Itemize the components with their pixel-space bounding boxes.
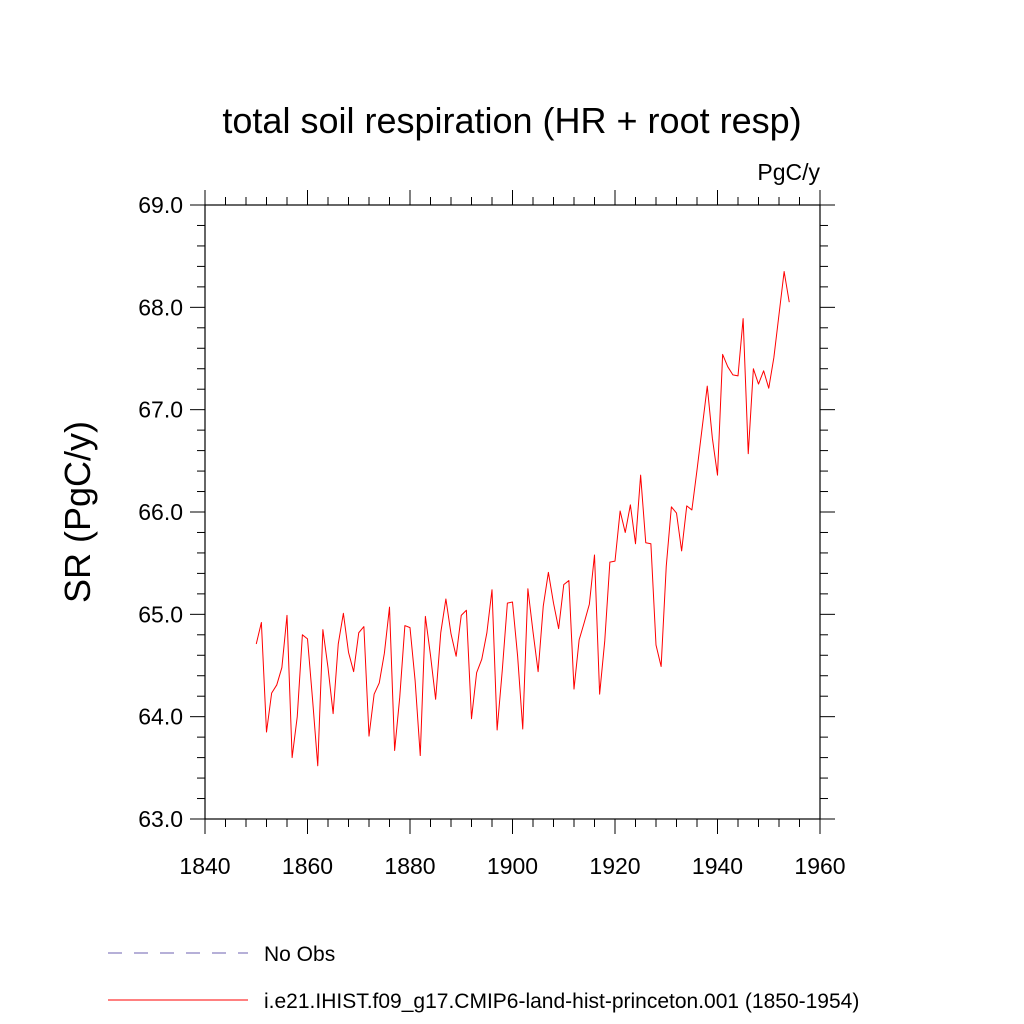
y-tick-label: 69.0	[138, 192, 183, 218]
legend-label-no-obs: No Obs	[264, 943, 335, 966]
x-tick-label: 1880	[384, 853, 435, 879]
plot-series	[255, 271, 790, 767]
plot-frame	[204, 204, 821, 820]
axis-ticks	[190, 190, 835, 834]
y-tick-label: 67.0	[138, 397, 183, 423]
x-tick-label: 1860	[282, 853, 333, 879]
units-label: PgC/y	[757, 159, 820, 185]
y-tick-label: 63.0	[138, 806, 183, 832]
y-tick-label: 68.0	[138, 294, 183, 320]
x-tick-label: 1960	[794, 853, 845, 879]
chart-title: total soil respiration (HR + root resp)	[222, 100, 801, 141]
x-tick-label: 1940	[692, 853, 743, 879]
y-tick-label: 64.0	[138, 704, 183, 730]
x-tick-label: 1840	[179, 853, 230, 879]
y-tick-label: 66.0	[138, 499, 183, 525]
x-tick-label: 1920	[589, 853, 640, 879]
x-tick-label: 1900	[487, 853, 538, 879]
legend: No Obs i.e21.IHIST.f09_g17.CMIP6-land-hi…	[108, 943, 859, 1013]
legend-label-model: i.e21.IHIST.f09_g17.CMIP6-land-hist-prin…	[264, 990, 859, 1013]
y-tick-labels: 63.0 64.0 65.0 66.0 67.0 68.0 69.0	[138, 192, 183, 832]
y-axis-label: SR (PgC/y)	[57, 421, 98, 603]
series-line	[255, 271, 790, 767]
y-tick-label: 65.0	[138, 601, 183, 627]
x-tick-labels: 1840 1860 1880 1900 1920 1940 1960	[179, 853, 845, 879]
